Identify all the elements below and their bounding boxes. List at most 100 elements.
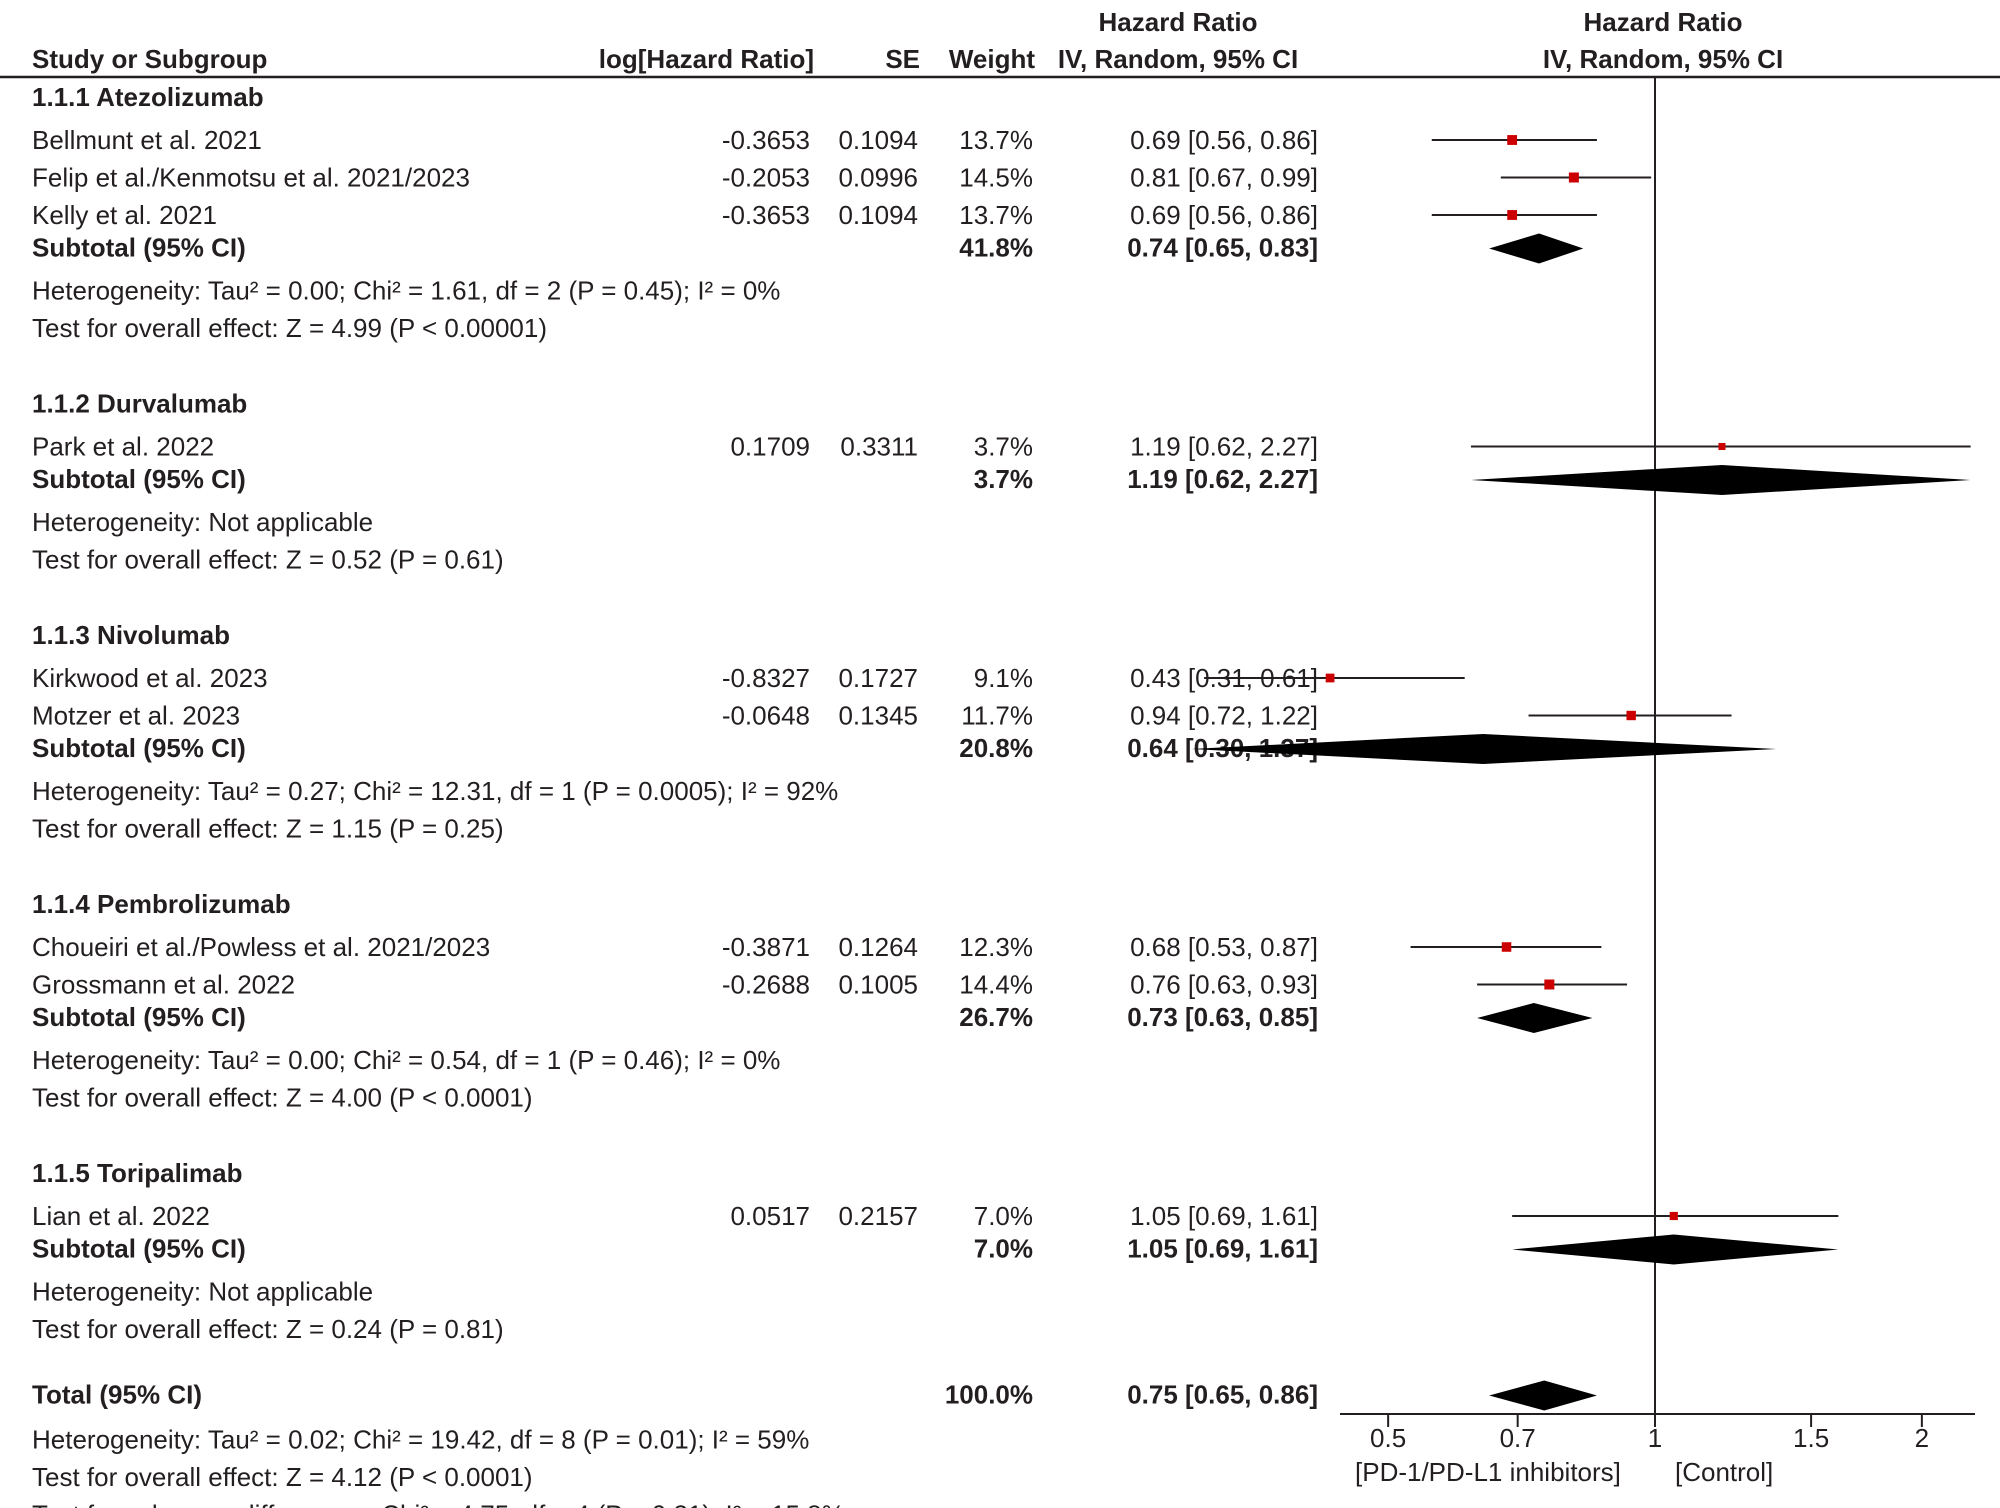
x-tick-label: 2 [1915,1423,1929,1453]
subtotal-label: Subtotal (95% CI) [32,1002,246,1032]
heterogeneity-note: Heterogeneity: Tau² = 0.00; Chi² = 0.54,… [32,1045,780,1075]
subtotal-weight: 7.0% [974,1234,1033,1264]
subtotal-hr-ci: 1.19 [0.62, 2.27] [1127,464,1318,494]
effect-square [1626,710,1636,721]
study-name: Park et al. 2022 [32,432,214,462]
favours-left-label: [PD-1/PD-L1 inhibitors] [1355,1457,1621,1487]
pooled-diamond [1489,1380,1597,1411]
study-weight: 14.4% [959,970,1033,1000]
pooled-diamond [1489,233,1584,264]
study-se: 0.0996 [838,163,918,193]
study-name: Lian et al. 2022 [32,1201,210,1231]
study-column-header: Study or Subgroup [32,44,267,74]
study-name: Choueiri et al./Powless et al. 2021/2023 [32,932,490,962]
study-loghr: 0.1709 [730,432,810,462]
study-name: Motzer et al. 2023 [32,701,240,731]
subtotal-weight: 41.8% [959,233,1033,263]
study-se: 0.1345 [838,701,918,731]
study-name: Kirkwood et al. 2023 [32,663,268,693]
study-loghr: -0.3871 [722,932,810,962]
study-loghr: 0.0517 [730,1201,810,1231]
study-se: 0.1005 [838,970,918,1000]
study-hr-ci: 0.76 [0.63, 0.93] [1130,970,1318,1000]
subgroup-title: 1.1.3 Nivolumab [32,620,230,650]
se-column-header: SE [885,44,920,74]
effect-square [1507,135,1518,145]
heterogeneity-note: Heterogeneity: Tau² = 0.00; Chi² = 1.61,… [32,276,780,306]
subtotal-weight: 26.7% [959,1002,1033,1032]
loghr-column-header: log[Hazard Ratio] [599,44,814,74]
pooled-diamond [1191,734,1777,764]
effect-square [1325,673,1335,683]
x-tick-label: 1 [1648,1423,1662,1453]
study-name: Felip et al./Kenmotsu et al. 2021/2023 [32,163,470,193]
effect-square [1501,942,1512,952]
study-se: 0.1727 [838,663,918,693]
effect-square [1669,1211,1678,1221]
study-name: Grossmann et al. 2022 [32,970,295,1000]
subgroup-title: 1.1.4 Pembrolizumab [32,889,291,919]
total-label: Total (95% CI) [32,1380,202,1410]
plot-column-header-top: Hazard Ratio [1584,7,1743,37]
subgroup-title: 1.1.2 Durvalumab [32,389,247,419]
subtotal-label: Subtotal (95% CI) [32,733,246,763]
heterogeneity-note: Test for overall effect: Z = 0.52 (P = 0… [32,545,504,575]
subgroup-title: 1.1.5 Toripalimab [32,1158,242,1188]
study-weight: 11.7% [961,701,1033,731]
heterogeneity-note: Test for overall effect: Z = 0.24 (P = 0… [32,1314,504,1344]
total-weight: 100.0% [945,1380,1033,1410]
study-name: Kelly et al. 2021 [32,200,217,230]
overall-note: Heterogeneity: Tau² = 0.02; Chi² = 19.42… [32,1425,809,1455]
effect-square [1507,210,1518,220]
study-se: 0.3311 [840,432,918,462]
weight-column-header: Weight [949,44,1036,74]
pooled-diamond [1512,1234,1839,1265]
subtotal-label: Subtotal (95% CI) [32,1234,246,1264]
subtotal-hr-ci: 0.73 [0.63, 0.85] [1127,1002,1318,1032]
study-loghr: -0.2688 [722,970,810,1000]
effect-square [1718,442,1726,451]
study-name: Bellmunt et al. 2021 [32,125,262,155]
study-hr-ci: 0.68 [0.53, 0.87] [1130,932,1318,962]
x-tick-label: 1.5 [1793,1423,1829,1453]
subtotal-weight: 20.8% [959,733,1033,763]
study-weight: 12.3% [959,932,1033,962]
hr-column-header-bottom: IV, Random, 95% CI [1058,44,1298,74]
effect-square [1568,172,1579,183]
heterogeneity-note: Test for overall effect: Z = 4.00 (P < 0… [32,1083,533,1113]
study-weight: 13.7% [959,125,1033,155]
heterogeneity-note: Heterogeneity: Not applicable [32,507,373,537]
study-weight: 13.7% [959,200,1033,230]
study-loghr: -0.3653 [722,125,810,155]
study-se: 0.1264 [838,932,918,962]
study-hr-ci: 0.81 [0.67, 0.99] [1130,163,1318,193]
study-se: 0.2157 [838,1201,918,1231]
study-hr-ci: 0.94 [0.72, 1.22] [1130,701,1318,731]
overall-note: Test for subgroup differences: Chi² = 4.… [32,1500,845,1508]
subtotal-weight: 3.7% [974,464,1033,494]
subtotal-hr-ci: 1.05 [0.69, 1.61] [1127,1234,1318,1264]
total-hr-ci: 0.75 [0.65, 0.86] [1127,1380,1318,1410]
pooled-diamond [1470,465,1971,495]
study-loghr: -0.8327 [722,663,810,693]
study-loghr: -0.2053 [722,163,810,193]
study-se: 0.1094 [838,125,918,155]
effect-square [1544,979,1555,990]
table-rows: 1.1.1 Atezolizumab Bellmunt et al. 2021 -0… [32,82,1318,1508]
subgroup-title: 1.1.1 Atezolizumab [32,82,264,112]
x-tick-label: 0.5 [1370,1423,1406,1453]
overall-note: Test for overall effect: Z = 4.12 (P < 0… [32,1462,533,1492]
plot-marks: 0.5 0.7 1 1.5 2 [PD-1/PD-L1 inhibitors] [Contr… [1191,77,1975,1487]
study-weight: 3.7% [974,432,1033,462]
subtotal-label: Subtotal (95% CI) [32,464,246,494]
favours-right-label: [Control] [1675,1457,1773,1487]
study-se: 0.1094 [838,200,918,230]
study-weight: 14.5% [959,163,1033,193]
study-hr-ci: 0.69 [0.56, 0.86] [1130,125,1318,155]
plot-column-header-bottom: IV, Random, 95% CI [1543,44,1783,74]
study-loghr: -0.0648 [722,701,810,731]
study-hr-ci: 1.19 [0.62, 2.27] [1130,432,1318,462]
x-tick-label: 0.7 [1500,1423,1536,1453]
study-hr-ci: 1.05 [0.69, 1.61] [1130,1201,1318,1231]
